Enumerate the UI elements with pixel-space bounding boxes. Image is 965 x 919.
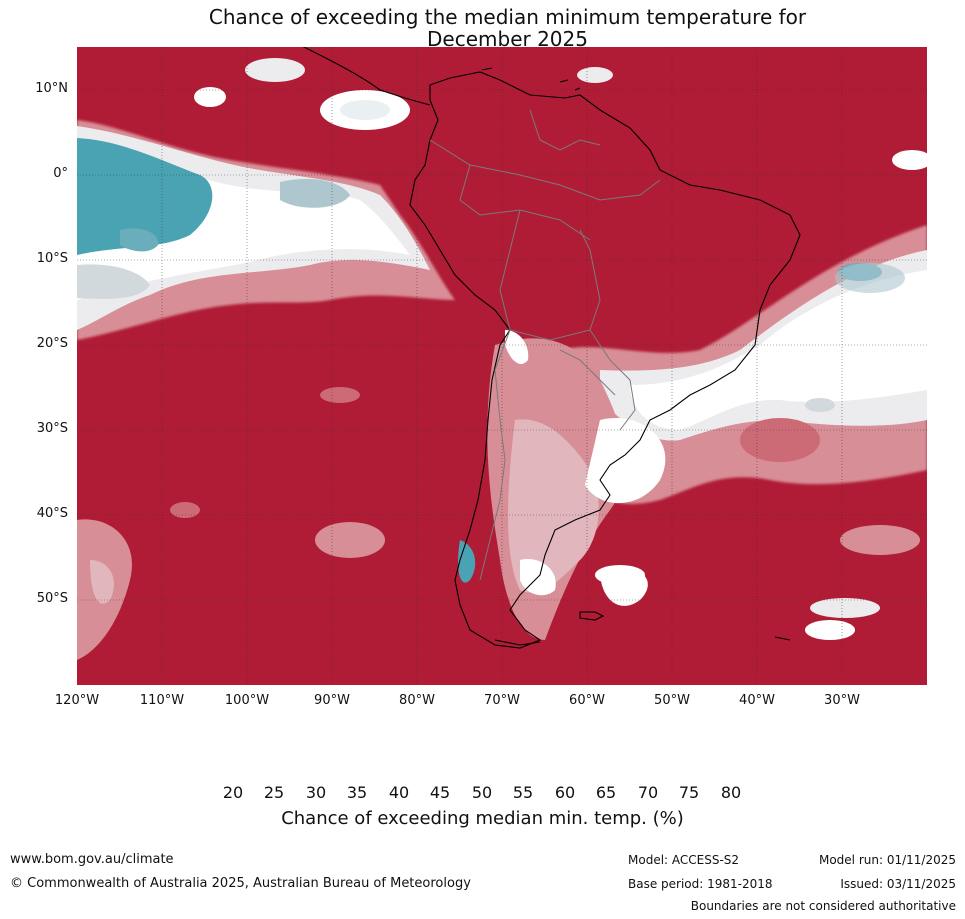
lat-label-20s: 20°S — [36, 336, 68, 351]
footer-model-run: Model run: 01/11/2025 — [818, 853, 956, 867]
lon-label-120w: 120°W — [54, 693, 100, 708]
country-borders — [429, 109, 661, 581]
colorbar-tick-55: 55 — [512, 783, 534, 802]
colorbar-tick-25: 25 — [263, 783, 285, 802]
colorbar-tick-60: 60 — [554, 783, 576, 802]
northern-blobs — [194, 58, 927, 170]
colorbar-tick-50: 50 — [471, 783, 493, 802]
colorbar-tick-45: 45 — [429, 783, 451, 802]
lon-label-50w: 50°W — [654, 693, 690, 708]
map-title-line2: December 2025 — [427, 27, 588, 51]
colorbar-tick-30: 30 — [305, 783, 327, 802]
south-america-coastline — [409, 71, 801, 649]
graticule — [77, 47, 927, 685]
tierra-del-fuego — [494, 639, 541, 646]
footer-disclaimer: Boundaries are not considered authoritat… — [690, 899, 956, 913]
caribbean-islands — [481, 67, 581, 91]
footer-model: Model: ACCESS-S2 — [628, 853, 740, 867]
lat-label-0: 0° — [53, 166, 68, 181]
colorbar-tick-70: 70 — [637, 783, 659, 802]
lon-label-30w: 30°W — [824, 693, 860, 708]
lon-label-70w: 70°W — [484, 693, 520, 708]
lon-label-60w: 60°W — [569, 693, 605, 708]
south-georgia — [774, 636, 791, 641]
lat-label-30s: 30°S — [36, 421, 68, 436]
lon-label-40w: 40°W — [739, 693, 775, 708]
footer-issued: Issued: 03/11/2025 — [840, 877, 956, 891]
probability-map — [77, 47, 927, 685]
southern-cone-patterns — [458, 330, 666, 640]
lon-label-80w: 80°W — [399, 693, 435, 708]
coastlines — [302, 47, 801, 649]
lon-label-90w: 90°W — [314, 693, 350, 708]
colorbar-tick-75: 75 — [678, 783, 700, 802]
footer-base-period: Base period: 1981-2018 — [628, 877, 773, 891]
colorbar-tick-20: 20 — [222, 783, 244, 802]
central-america-coastline — [302, 47, 431, 106]
lat-label-40s: 40°S — [36, 506, 68, 521]
map-title-line1: Chance of exceeding the median minimum t… — [208, 5, 807, 29]
lon-label-110w: 110°W — [139, 693, 185, 708]
footer-website-link[interactable]: www.bom.gov.au/climate — [10, 852, 174, 867]
falklands-outline — [579, 611, 605, 621]
colorbar-tick-65: 65 — [595, 783, 617, 802]
colorbar-title: Chance of exceeding median min. temp. (%… — [281, 808, 684, 829]
lat-label-10n: 10°N — [35, 81, 68, 96]
lat-label-10s: 10°S — [36, 251, 68, 266]
colorbar-tick-80: 80 — [720, 783, 742, 802]
lon-label-100w: 100°W — [224, 693, 270, 708]
colorbar-tick-35: 35 — [346, 783, 368, 802]
colorbar-tick-40: 40 — [388, 783, 410, 802]
footer-copyright: © Commonwealth of Australia 2025, Austra… — [10, 876, 471, 891]
lat-label-50s: 50°S — [36, 591, 68, 606]
southern-ocean-patches — [77, 387, 920, 660]
pacific-low-probability-band — [77, 120, 455, 340]
